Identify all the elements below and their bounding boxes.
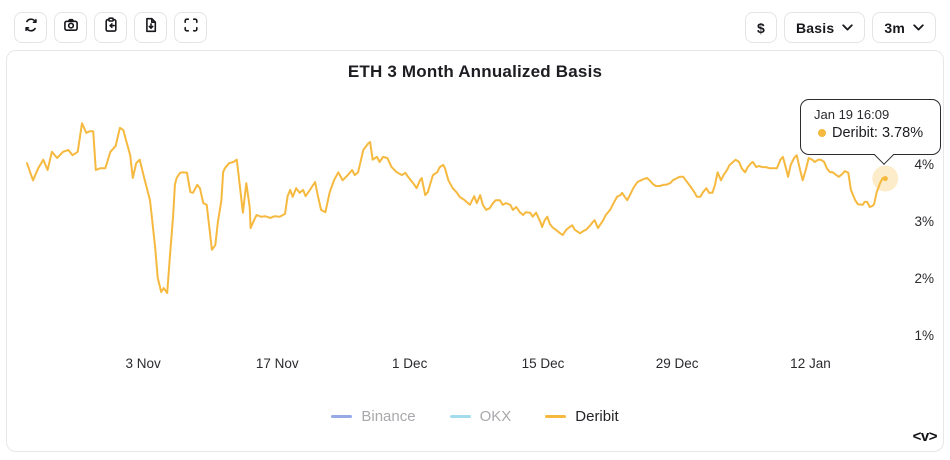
range-dropdown[interactable]: 3m xyxy=(872,12,936,43)
clipboard-arrow-icon xyxy=(103,17,119,38)
legend-label: Binance xyxy=(361,408,416,425)
y-tick-label: 4% xyxy=(914,157,934,172)
copy-to-clipboard-button[interactable] xyxy=(94,12,127,43)
refresh-button[interactable] xyxy=(14,12,47,43)
range-label: 3m xyxy=(884,19,905,36)
chart-toolbar xyxy=(14,12,207,43)
legend-label: Deribit xyxy=(575,408,619,425)
x-tick-label: 15 Dec xyxy=(521,356,565,371)
x-tick-label: 17 Nov xyxy=(255,356,299,371)
legend-item-binance[interactable]: Binance xyxy=(331,408,416,425)
x-tick-label: 3 Nov xyxy=(125,356,161,371)
chart-settings: $ Basis 3m xyxy=(745,12,936,43)
velo-logo: <v> xyxy=(912,428,938,445)
series-bullet-icon xyxy=(818,129,826,137)
y-tick-label: 1% xyxy=(914,328,934,343)
x-tick-label: 29 Dec xyxy=(655,356,699,371)
camera-icon xyxy=(63,17,79,38)
legend-label: OKX xyxy=(479,408,512,425)
chart-title: ETH 3 Month Annualized Basis xyxy=(347,62,603,81)
file-download-icon xyxy=(143,17,159,38)
legend-item-deribit[interactable]: Deribit xyxy=(545,408,619,425)
tooltip-value: 3.78% xyxy=(881,125,924,141)
dollar-label: $ xyxy=(757,19,765,36)
chart-legend: Binance OKX Deribit xyxy=(0,408,950,425)
tooltip-series-name: Deribit xyxy=(832,125,882,141)
screenshot-button[interactable] xyxy=(54,12,87,43)
download-csv-button[interactable] xyxy=(134,12,167,43)
tooltip-datetime: Jan 19 16:09 xyxy=(814,107,890,122)
legend-line-icon xyxy=(449,415,471,418)
y-tick-label: 2% xyxy=(914,271,934,286)
y-tick-label: 3% xyxy=(914,214,934,229)
chevron-down-icon xyxy=(913,24,924,31)
refresh-icon xyxy=(23,17,39,38)
chart-tooltip: Jan 19 16:09 Deribit 3.78% xyxy=(800,99,941,155)
legend-line-icon xyxy=(331,415,353,418)
x-tick-label: 12 Jan xyxy=(790,356,831,371)
currency-toggle-button[interactable]: $ xyxy=(745,12,777,43)
fullscreen-icon xyxy=(183,17,199,38)
legend-item-okx[interactable]: OKX xyxy=(449,408,512,425)
metric-label: Basis xyxy=(796,19,835,36)
legend-line-icon xyxy=(545,415,567,418)
metric-dropdown[interactable]: Basis xyxy=(784,12,866,43)
fullscreen-button[interactable] xyxy=(174,12,207,43)
chevron-down-icon xyxy=(842,24,854,31)
x-tick-label: 1 Dec xyxy=(392,356,428,371)
